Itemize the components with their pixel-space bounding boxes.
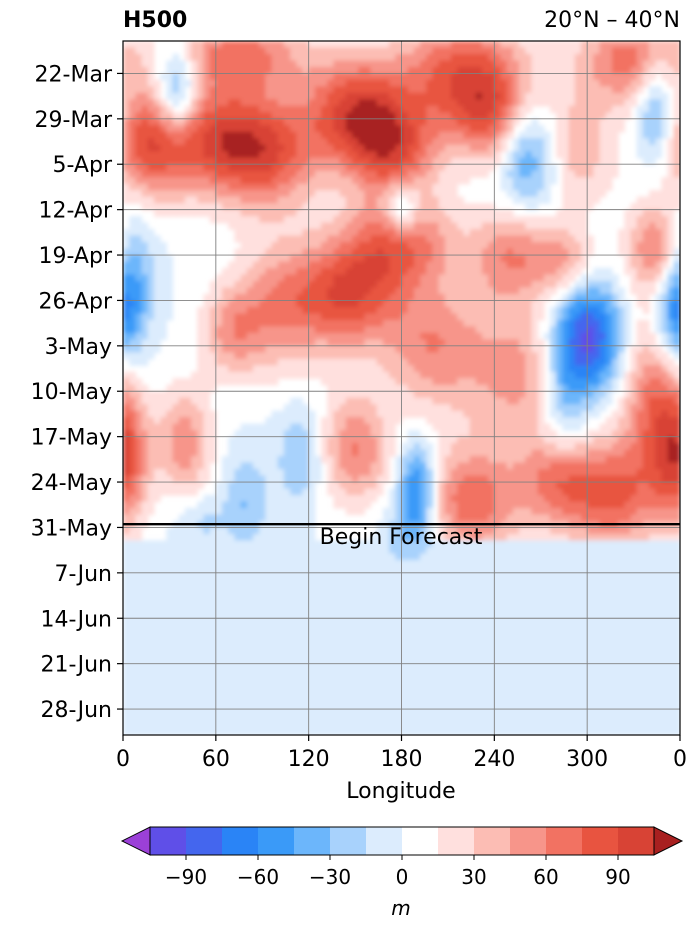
colorbar-tick-label: −60 bbox=[237, 865, 279, 889]
colorbar-segment bbox=[618, 827, 655, 855]
y-tick-label: 5-Apr bbox=[52, 153, 112, 178]
y-tick-label: 19-Apr bbox=[38, 244, 112, 269]
colorbar-label: m bbox=[391, 896, 410, 920]
colorbar-segment bbox=[222, 827, 259, 855]
y-tick-label: 31-May bbox=[31, 516, 112, 541]
colorbar-segment bbox=[546, 827, 583, 855]
x-tick-label: 300 bbox=[566, 747, 608, 772]
colorbar: −90 −60 −30 0 30 60 90 m bbox=[120, 826, 684, 920]
y-tick-label: 24-May bbox=[31, 471, 112, 496]
y-tick-label: 14-Jun bbox=[40, 607, 112, 632]
forecast-marker: Begin Forecast bbox=[123, 523, 680, 550]
x-tick-label: 240 bbox=[473, 747, 515, 772]
colorbar-segment bbox=[366, 827, 403, 855]
x-axis-label: Longitude bbox=[346, 779, 455, 804]
y-tick-label: 3-May bbox=[45, 335, 112, 360]
anomaly-field bbox=[123, 41, 680, 735]
colorbar-under-arrow bbox=[120, 826, 151, 856]
x-tick-label: 60 bbox=[202, 747, 230, 772]
y-tick-label: 7-Jun bbox=[54, 562, 112, 587]
y-tick-label: 29-Mar bbox=[35, 108, 113, 133]
title-left: H500 bbox=[123, 8, 188, 33]
colorbar-tick-label: 0 bbox=[396, 865, 409, 889]
y-tick-label: 28-Jun bbox=[40, 698, 112, 723]
grid-lines bbox=[123, 41, 680, 735]
colorbar-tick-label: 30 bbox=[461, 865, 486, 889]
colorbar-segment bbox=[402, 827, 439, 855]
colorbar-tick-label: 90 bbox=[605, 865, 630, 889]
colorbar-tick-label: −90 bbox=[165, 865, 207, 889]
colorbar-tick-label: 60 bbox=[533, 865, 558, 889]
x-tick-label: 120 bbox=[288, 747, 330, 772]
colorbar-tick-label: −30 bbox=[309, 865, 351, 889]
forecast-annotation: Begin Forecast bbox=[320, 525, 483, 550]
y-tick-label: 21-Jun bbox=[40, 653, 112, 678]
title-right: 20°N – 40°N bbox=[544, 8, 680, 33]
colorbar-segment bbox=[330, 827, 367, 855]
colorbar-segment bbox=[438, 827, 475, 855]
y-tick-label: 10-May bbox=[31, 380, 112, 405]
colorbar-segment bbox=[186, 827, 223, 855]
colorbar-segment bbox=[510, 827, 547, 855]
colorbar-segment bbox=[150, 827, 187, 855]
x-tick-label: 0 bbox=[673, 747, 687, 772]
colorbar-segment bbox=[258, 827, 295, 855]
y-tick-label: 12-Apr bbox=[38, 199, 112, 224]
x-tick-label: 180 bbox=[381, 747, 423, 772]
y-axis: 22-Mar 29-Mar 5-Apr 12-Apr 19-Apr 26-Apr 3-May… bbox=[31, 62, 123, 723]
colorbar-segment bbox=[294, 827, 331, 855]
colorbar-segment bbox=[474, 827, 511, 855]
y-tick-label: 26-Apr bbox=[38, 289, 112, 314]
colorbar-segment bbox=[582, 827, 619, 855]
x-tick-label: 0 bbox=[116, 747, 130, 772]
colorbar-over-arrow bbox=[653, 826, 684, 856]
y-tick-label: 17-May bbox=[31, 426, 112, 451]
y-tick-label: 22-Mar bbox=[35, 62, 113, 87]
x-axis: 0 60 120 180 240 300 0 bbox=[116, 735, 687, 772]
